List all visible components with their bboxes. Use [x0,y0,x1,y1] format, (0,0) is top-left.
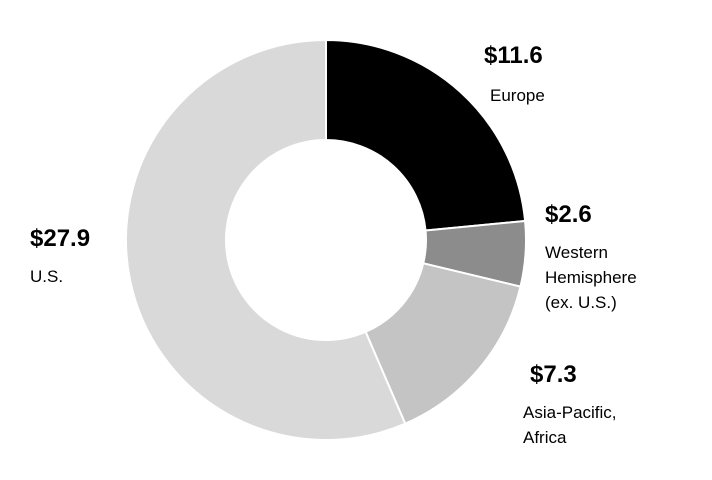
value-label: $11.6 [484,42,543,69]
wedge [125,38,407,441]
value-label: $27.9 [30,225,91,252]
value-label: $7.3 [530,361,577,388]
category-label: Western Hemisphere (ex. U.S.) [545,243,637,312]
category-label: U.S. [30,267,64,286]
category-label: Europe [490,86,545,105]
value-label: $2.6 [545,201,592,228]
category-label: Asia-Pacific, Africa [523,403,617,447]
wedge [325,38,527,232]
